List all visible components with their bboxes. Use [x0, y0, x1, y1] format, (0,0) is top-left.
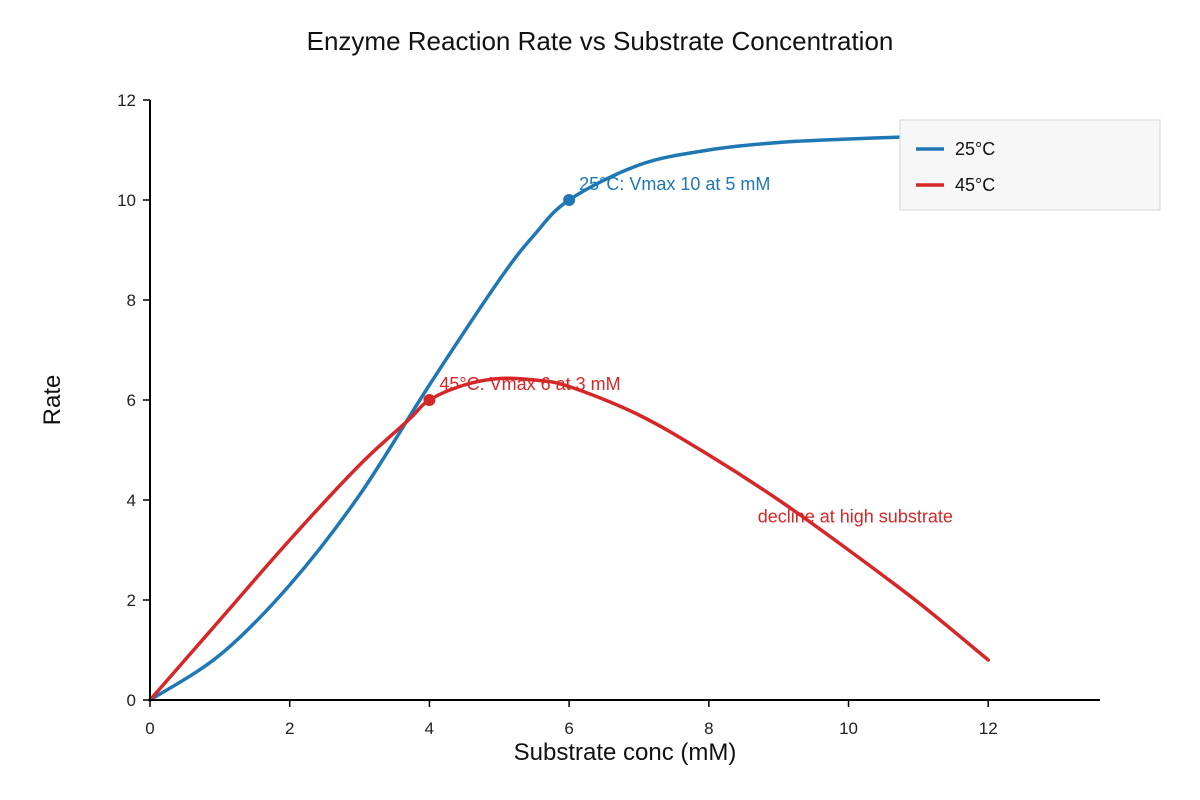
x-tick-label-4: 8 — [704, 719, 713, 738]
y-tick-label-4: 8 — [127, 291, 136, 310]
legend-box — [899, 119, 1161, 211]
axes: 0 2 4 6 8 10 12 0 2 4 6 8 10 12 — [117, 91, 1100, 738]
y-tick-label-1: 2 — [127, 591, 136, 610]
series-line-0 — [148, 134, 921, 702]
annotation-marker-1 — [423, 394, 436, 406]
x-axis-title: Substrate conc (mM) — [514, 739, 737, 766]
x-tick-label-3: 6 — [564, 719, 573, 738]
y-tick-label-3: 6 — [127, 391, 136, 410]
x-tick-label-1: 2 — [285, 719, 294, 738]
y-tick-label-5: 10 — [117, 191, 136, 210]
y-axis-title: Rate — [39, 375, 66, 426]
annotation-marker-0 — [563, 194, 576, 206]
legend-label-0: 25°C — [955, 139, 995, 159]
x-tick-label-5: 10 — [839, 719, 858, 738]
x-tick-label-0: 0 — [145, 719, 154, 738]
y-tick-label-2: 4 — [127, 491, 136, 510]
y-tick-label-6: 12 — [117, 91, 136, 110]
legend-label-1: 45°C — [955, 175, 995, 195]
annotation-label-1: 45°C: Vmax 6 at 3 mM — [439, 374, 620, 394]
chart-title: Enzyme Reaction Rate vs Substrate Concen… — [307, 26, 894, 56]
annotation-label-2: decline at high substrate — [758, 507, 953, 527]
annotation-label-0: 25°C: Vmax 10 at 5 mM — [579, 174, 770, 194]
y-tick-label-0: 0 — [127, 691, 136, 710]
x-tick-label-6: 12 — [979, 719, 998, 738]
x-tick-label-2: 4 — [425, 719, 434, 738]
plot-area: 25°C: Vmax 10 at 5 mM 45°C: Vmax 6 at 3 m… — [148, 134, 990, 702]
legend: 25°C 45°C — [899, 119, 1161, 211]
series-line-1 — [148, 376, 990, 702]
